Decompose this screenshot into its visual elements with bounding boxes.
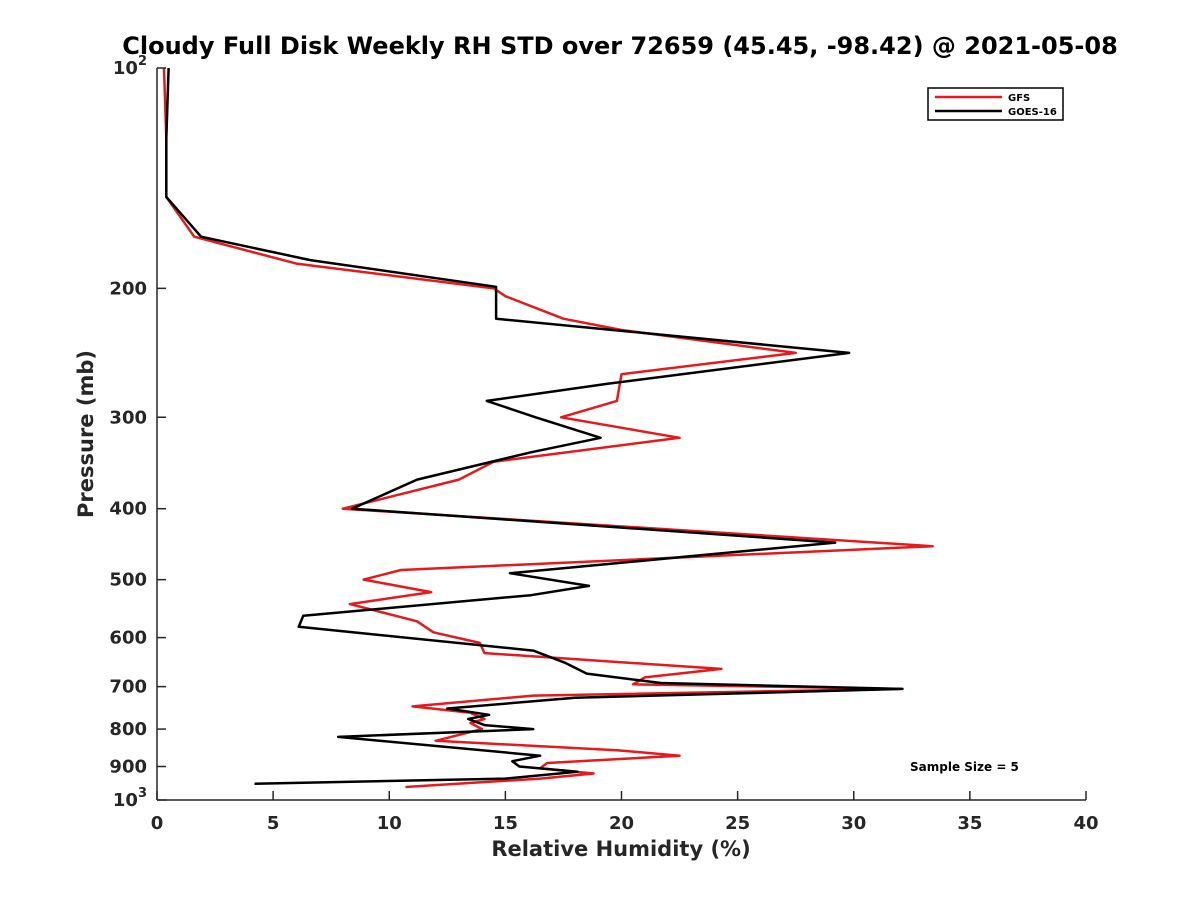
legend-label-gfs: GFS	[1008, 93, 1030, 104]
chart-title: Cloudy Full Disk Weekly RH STD over 7265…	[122, 32, 1118, 60]
x-tick-label: 30	[841, 813, 866, 834]
x-tick-label: 25	[725, 813, 750, 834]
series-line-gfs	[162, 67, 934, 789]
y-tick-label: 900	[109, 757, 147, 778]
y-tick-label: 500	[109, 570, 147, 591]
y-tick-label: 200	[109, 278, 147, 299]
x-tick-label: 10	[377, 813, 402, 834]
x-tick-label: 0	[151, 813, 164, 834]
y-tick-label: 400	[109, 499, 147, 520]
sample-size-annotation: Sample Size = 5	[910, 760, 1019, 774]
legend: GFS GOES-16	[927, 87, 1064, 121]
y-tick-label: 300	[109, 407, 147, 428]
x-ticks: 0 5 10 15 20 25 30 35 40	[151, 791, 1099, 834]
y-tick-label: 800	[109, 719, 147, 740]
x-tick-label: 35	[957, 813, 982, 834]
legend-box	[927, 87, 1064, 121]
legend-label-goes16: GOES-16	[1008, 107, 1057, 118]
x-tick-label: 20	[609, 813, 634, 834]
x-tick-label: 15	[493, 813, 518, 834]
series-layer	[162, 67, 934, 789]
y-axis-label: Pressure (mb)	[74, 350, 98, 518]
x-tick-label: 40	[1073, 813, 1098, 834]
x-tick-label: 5	[267, 813, 280, 834]
y-tick-label: 700	[109, 677, 147, 698]
series-line-goes16	[165, 67, 904, 785]
x-axis-label: Relative Humidity (%)	[491, 837, 750, 861]
y-tick-label: 600	[109, 628, 147, 649]
y-tick-label: 102	[113, 54, 147, 79]
